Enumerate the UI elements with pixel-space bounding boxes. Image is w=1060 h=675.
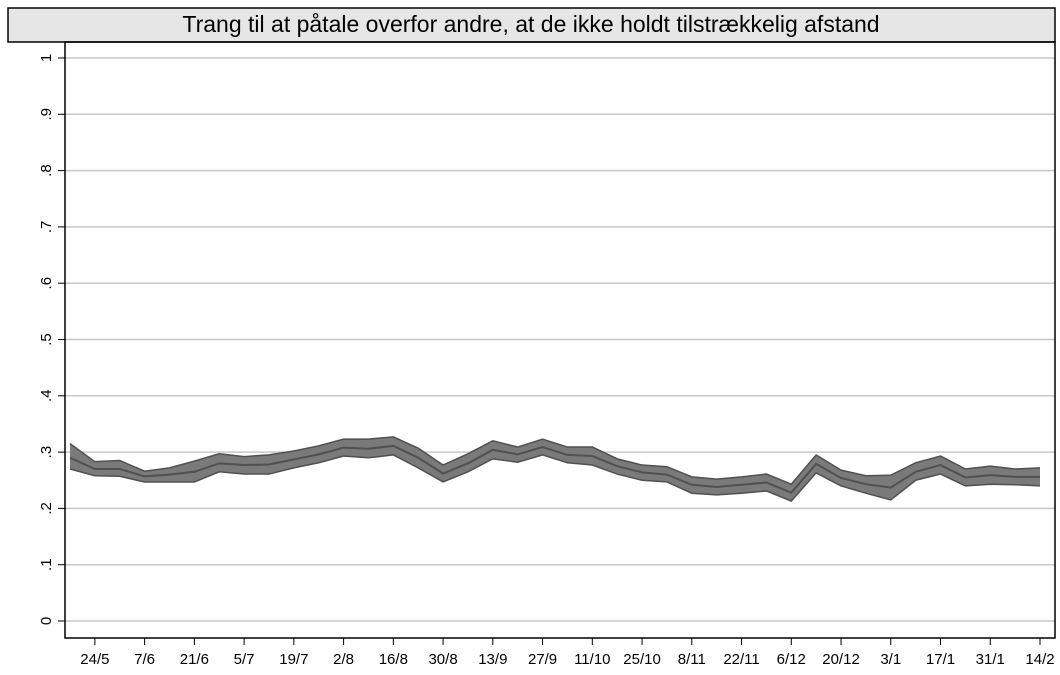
x-tick-label: 31/1	[976, 651, 1005, 668]
band-upper-edge	[69, 436, 1041, 486]
x-tick-label: 25/10	[623, 651, 661, 668]
y-tick-label: .1	[38, 558, 55, 571]
x-tick-label: 7/6	[134, 651, 155, 668]
grid: 0 .1 .2 .3 .4 .5 .6 .7 .8 .9 1 24/5 7/6 21/6 5/7 19/7 2/…	[38, 54, 1055, 668]
x-tick-label: 22/11	[723, 651, 759, 668]
confidence-band	[70, 436, 1040, 502]
y-tick-label: .2	[38, 502, 55, 515]
x-tick-label: 13/9	[478, 651, 507, 668]
x-tick-label: 6/12	[777, 651, 806, 668]
x-tick-label: 16/8	[379, 651, 408, 668]
x-tick-label: 24/5	[80, 651, 109, 668]
x-tick-label: 27/9	[528, 651, 557, 668]
plot	[69, 436, 1041, 502]
x-tick-label: 3/1	[880, 651, 901, 668]
y-tick-label: .8	[38, 164, 55, 177]
x-tick-label: 8/11	[678, 651, 706, 668]
y-tick-label: .9	[38, 108, 55, 121]
y-tick-label: .3	[38, 446, 55, 459]
x-tick-label: 21/6	[180, 651, 209, 668]
y-tick-label: .7	[38, 221, 55, 234]
y-tick-label: 0	[38, 617, 55, 625]
x-tick-label: 2/8	[333, 651, 354, 668]
x-tick-label: 19/7	[279, 651, 308, 668]
chart-title: Trang til at påtale overfor andre, at de…	[182, 11, 879, 37]
x-tick-label: 14/2	[1025, 651, 1054, 668]
x-tick-label: 30/8	[428, 651, 457, 668]
line	[69, 444, 1040, 494]
y-tick-label: .5	[38, 333, 55, 346]
y-tick-label: 1	[38, 54, 55, 62]
title-box	[7, 7, 1056, 43]
plot-frame	[64, 41, 1056, 639]
x-tick-label: 11/10	[574, 651, 610, 668]
x-tick-label: 17/1	[926, 651, 955, 668]
band-lower-edge	[69, 454, 1041, 502]
x-tick-label: 5/7	[234, 651, 255, 668]
y-tick-label: .6	[38, 277, 55, 290]
y-tick-label: .4	[38, 390, 55, 403]
x-tick-label: 20/12	[822, 651, 860, 668]
